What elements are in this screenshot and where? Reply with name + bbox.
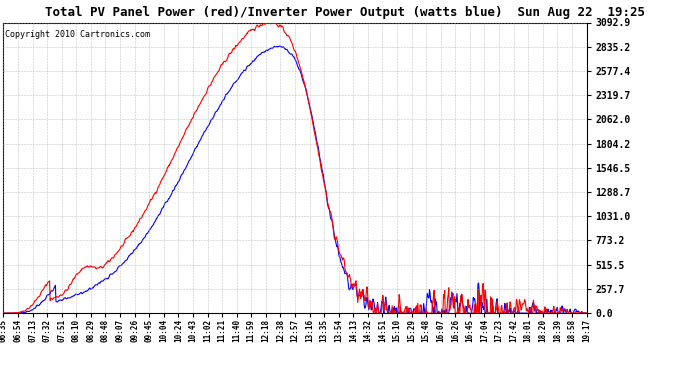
Text: Total PV Panel Power (red)/Inverter Power Output (watts blue)  Sun Aug 22  19:25: Total PV Panel Power (red)/Inverter Powe… [45,6,645,19]
Text: Copyright 2010 Cartronics.com: Copyright 2010 Cartronics.com [6,30,150,39]
